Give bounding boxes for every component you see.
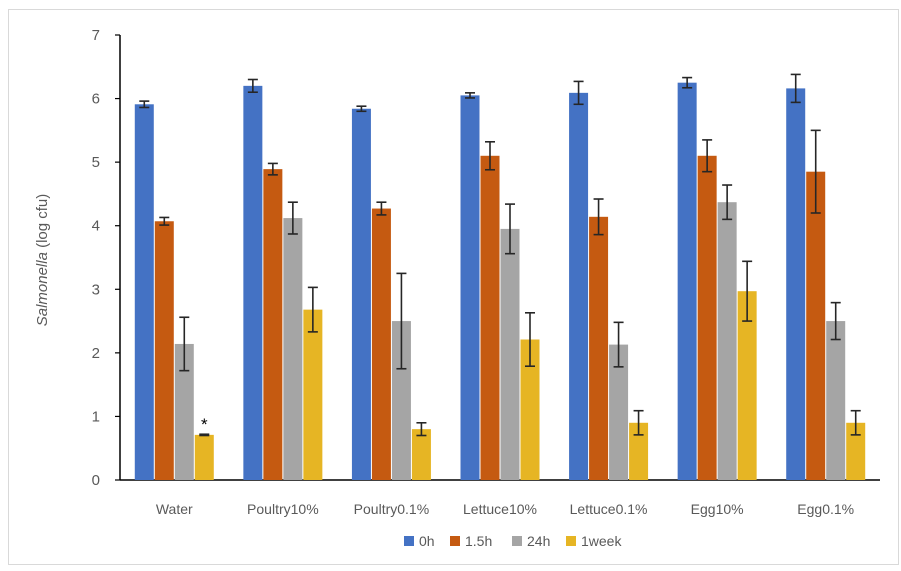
x-category-label: Poultry0.1%: [354, 501, 429, 517]
bar: [589, 216, 609, 481]
legend-swatch: [566, 536, 576, 546]
bar: [174, 343, 194, 480]
y-axis-title-italic: Salmonella: [34, 252, 51, 326]
bar: [846, 422, 866, 480]
bar: [500, 228, 520, 480]
y-tick-label: 7: [92, 27, 100, 44]
y-tick-label: 0: [92, 472, 100, 489]
x-category-label: Egg0.1%: [797, 501, 854, 517]
bar: [263, 169, 283, 480]
bar: [569, 92, 589, 480]
y-tick-label: 4: [92, 218, 100, 235]
bar: [629, 422, 649, 480]
axes: 0 1 2 3 4 5 6 7 Water Poultry10% Poultry0.1% Lettuc…: [92, 27, 880, 517]
error-bars: [139, 73, 861, 437]
bar: [391, 321, 411, 480]
bar: [786, 88, 806, 481]
legend-label: 24h: [527, 533, 550, 549]
bar: [737, 291, 757, 480]
bar: [520, 339, 540, 480]
x-category-label: Poultry10%: [247, 501, 319, 517]
bar: [283, 218, 303, 481]
bar: [243, 85, 263, 480]
bar: [717, 202, 737, 480]
bar: [677, 82, 697, 480]
bar: [826, 321, 846, 480]
bar: [194, 434, 214, 480]
x-category-label: Lettuce0.1%: [570, 501, 648, 517]
bar: [411, 429, 431, 480]
y-tick-label: 2: [92, 345, 100, 362]
y-tick-label: 1: [92, 408, 100, 425]
y-tick-label: 5: [92, 154, 100, 171]
legend-label: 1week: [581, 533, 622, 549]
bar: [480, 155, 500, 481]
bar: [303, 309, 323, 480]
y-axis-title: Salmonella (log cfu): [34, 194, 51, 327]
bar: [697, 155, 717, 481]
legend-swatch: [512, 536, 522, 546]
svg-text:Salmonella (log cfu): Salmonella (log cfu): [34, 194, 51, 327]
y-axis-title-units: (log cfu): [34, 194, 51, 252]
bar: [460, 95, 480, 481]
legend-label: 1.5h: [465, 533, 492, 549]
bar: [806, 171, 826, 480]
bar: [134, 104, 154, 481]
y-tick-label: 3: [92, 281, 100, 298]
bar-chart: Salmonella (log cfu) 0 1 2 3 4 5 6 7 Water Poultr…: [34, 27, 880, 549]
legend: 0h 1.5h 24h 1week: [404, 533, 622, 549]
bar: [609, 344, 629, 480]
x-category-label: Lettuce10%: [463, 501, 537, 517]
bar: [371, 208, 391, 481]
legend-label: 0h: [419, 533, 435, 549]
x-category-label: Egg10%: [691, 501, 744, 517]
bar: [154, 221, 174, 480]
chart-frame: Salmonella (log cfu) 0 1 2 3 4 5 6 7 Water Poultr…: [8, 9, 899, 565]
significance-annotation: *: [201, 415, 208, 434]
legend-swatch: [404, 536, 414, 546]
legend-swatch: [450, 536, 460, 546]
y-tick-label: 6: [92, 91, 100, 108]
bar: [351, 108, 371, 480]
x-category-label: Water: [156, 501, 193, 517]
annotations: *: [201, 415, 208, 434]
bars: [134, 82, 866, 481]
